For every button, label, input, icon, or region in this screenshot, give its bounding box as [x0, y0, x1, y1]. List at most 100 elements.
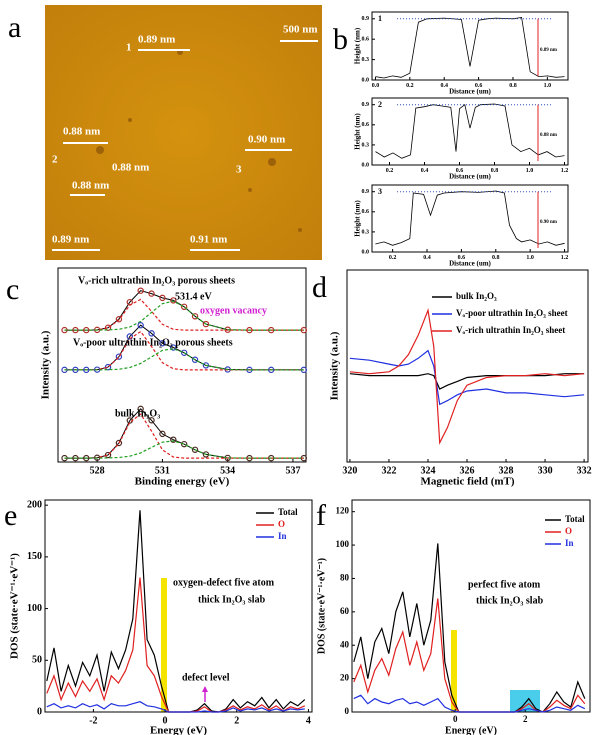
series-line	[375, 103, 565, 159]
annotation: thick In₂O₃ slab	[476, 595, 544, 606]
data-point	[83, 454, 90, 462]
panel-label: a	[8, 11, 21, 44]
plot-number: 1	[378, 14, 382, 23]
data-point	[72, 366, 79, 374]
x-tick-label: 0.8	[491, 168, 499, 174]
plot-frame	[57, 267, 307, 463]
afm-label: 0.88 nm	[72, 180, 109, 192]
annotation: oxygen vacancy	[200, 305, 267, 316]
legend-label: In	[565, 538, 574, 548]
x-tick-label: 1.0	[544, 83, 552, 89]
series-line	[349, 349, 585, 406]
y-tick-label: 0.3	[362, 142, 370, 148]
y-tick-label: 150	[27, 551, 42, 562]
height-label: 0.88 nm	[540, 133, 558, 138]
y-tick-label: 0.0	[362, 77, 370, 83]
legend-label: In	[278, 531, 287, 541]
annotation: perfect five atom	[468, 579, 541, 590]
legend-label: O	[565, 526, 572, 536]
afm-label: 2	[52, 154, 58, 166]
data-point	[170, 344, 177, 351]
legend-label: Vₒ-rich ultrathin In₂O₃ sheet	[456, 325, 565, 335]
x-tick-label: 1.0	[526, 255, 534, 261]
highlight-band	[161, 578, 167, 712]
y-tick-label: 0.9	[362, 102, 370, 108]
data-point	[202, 320, 210, 328]
data-point	[170, 436, 177, 443]
x-tick-label: 1.2	[561, 255, 569, 261]
scale-bar-label: 500 nm	[283, 24, 318, 36]
data-point	[137, 322, 144, 329]
data-point	[137, 405, 144, 413]
data-point	[148, 417, 155, 424]
x-tick-label: 0.6	[456, 168, 464, 174]
y-tick-label: 0	[37, 706, 42, 717]
y-tick-label: 20	[340, 673, 350, 683]
plot-frame	[44, 499, 313, 713]
annotation: bulk In₂O₃	[115, 408, 160, 419]
afm-features	[96, 49, 302, 232]
y-tick-label: 0.9	[362, 189, 370, 195]
y-tick-label: 80	[340, 573, 350, 583]
y-tick-label: 0.0	[362, 249, 370, 255]
y-tick-label: 40	[340, 639, 350, 649]
x-axis-label: Distance (um)	[449, 173, 491, 181]
x-tick-label: 1.2	[561, 168, 569, 174]
data-point	[115, 353, 123, 360]
x-tick-label: 0.8	[492, 255, 500, 261]
legend-label: Total	[278, 507, 298, 517]
x-tick-label: 0	[453, 714, 458, 724]
x-tick-label: 4	[306, 715, 311, 726]
y-axis-label: DOS (state·eV⁻¹·eV⁻¹)	[9, 553, 21, 659]
x-tick-label: 0.6	[458, 255, 466, 261]
data-point	[72, 326, 79, 334]
annotation: Vₒ-poor ultrathin In₂O₃ porous sheets	[73, 337, 233, 348]
y-axis-label: Intensity (a.u.)	[329, 331, 341, 400]
y-tick-label: 0.6	[362, 122, 370, 128]
data-point	[72, 454, 79, 462]
plot-number: 2	[378, 100, 382, 109]
data-point	[159, 430, 166, 438]
legend-label: Vₒ-poor ultrathin In₂O₃ sheet	[456, 308, 568, 318]
afm-label: 0.89 nm	[52, 234, 89, 246]
panel-label: b	[333, 23, 348, 56]
data-point	[148, 330, 155, 337]
panel-labels: a b c d e f	[4, 11, 348, 532]
afm-label: 0.91 nm	[190, 234, 227, 246]
legend-label: bulk In₂O₃	[456, 291, 497, 301]
plot-number: 3	[378, 187, 382, 196]
y-tick-label: 0.6	[362, 37, 370, 43]
plot-frame	[371, 184, 569, 253]
y-axis-label: Height (nm)	[354, 27, 362, 64]
x-axis-label: Energy (eV)	[445, 725, 497, 735]
x-tick-label: 0	[163, 715, 168, 726]
data-point	[191, 313, 199, 320]
data-point	[115, 439, 123, 447]
data-point	[191, 446, 199, 453]
series-line	[46, 577, 306, 713]
x-tick-label: 2	[523, 714, 528, 724]
panel-label: c	[6, 273, 19, 306]
x-axis-label: Distance (um)	[449, 88, 491, 96]
x-axis-label: Magnetic field (mT)	[420, 476, 514, 488]
legend-label: O	[278, 519, 285, 529]
annotation: defect level	[182, 672, 230, 683]
x-tick-label: 0.4	[440, 83, 448, 89]
x-tick-label: 326	[460, 465, 475, 476]
x-tick-label: 322	[381, 465, 396, 476]
afm-label: 3	[236, 164, 242, 176]
annotation: 531.4 eV	[175, 291, 212, 302]
y-tick-label: 120	[336, 506, 350, 516]
highlight-band	[451, 630, 457, 712]
x-axis-label: Distance (um)	[449, 260, 491, 268]
afm-image	[45, 5, 322, 260]
data-point	[104, 324, 112, 331]
series-line	[46, 510, 306, 713]
x-tick-label: 0.2	[389, 255, 397, 261]
x-tick-label: 0.2	[386, 168, 394, 174]
y-tick-label: 0.9	[362, 16, 370, 22]
afm-label: 0.88 nm	[112, 162, 149, 174]
afm-label: 0.90 nm	[248, 134, 285, 146]
x-tick-label: 0.2	[406, 83, 414, 89]
